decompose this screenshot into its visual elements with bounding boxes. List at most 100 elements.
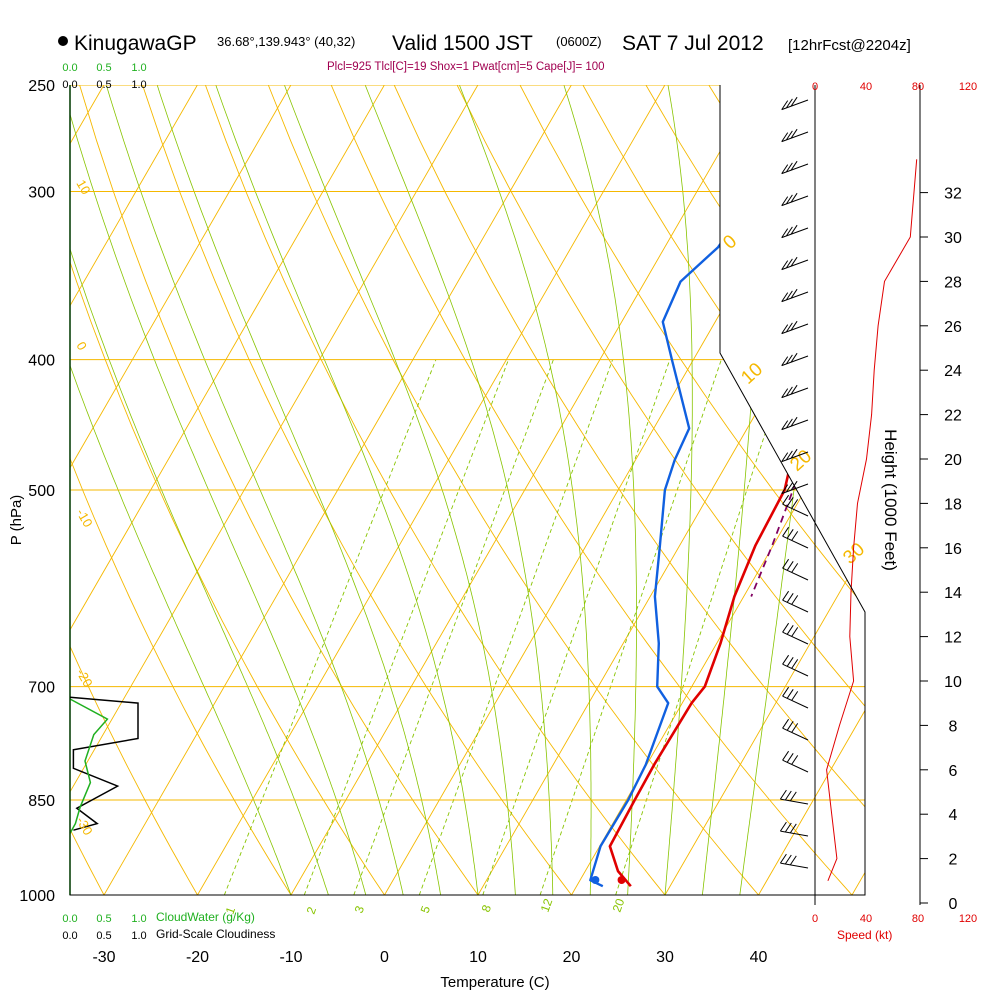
wind-barb-flag <box>784 854 792 865</box>
wind-barb-flag <box>790 320 798 331</box>
temperature-tick-label: -10 <box>279 949 302 966</box>
wind-barb-flag <box>791 499 799 509</box>
height-tick-label: 16 <box>944 541 962 558</box>
moist-adiabat-line <box>459 85 592 895</box>
wind-barb-flag <box>781 292 789 302</box>
wind-barb-flag <box>782 558 790 569</box>
forecast-info: [12hrFcst@2204z] <box>788 37 911 54</box>
station-name: KinugawaGP <box>74 32 197 55</box>
isotherm-line <box>70 85 198 895</box>
height-tick-label: 0 <box>949 896 958 913</box>
cloudiness-tick-bottom: 0.5 <box>96 930 111 942</box>
wind-barb-flag <box>786 625 794 635</box>
temperature-tick-label: 20 <box>563 949 581 966</box>
mixing-ratio-line <box>482 359 671 895</box>
wind-barb-icon <box>782 759 809 773</box>
wind-barb-flag <box>790 224 798 235</box>
mixing-ratio-label: 12 <box>538 896 556 914</box>
wind-barb-flag <box>785 322 793 333</box>
wind-barb-flag <box>789 855 797 866</box>
mixing-ratio-label: 20 <box>610 896 628 914</box>
wind-barb-flag <box>785 194 793 205</box>
plot-frame <box>69 85 866 896</box>
wind-speed-label: Speed (kt) <box>837 928 892 942</box>
cloud-water-curve <box>69 698 109 834</box>
temperature-tick-label: 0 <box>380 949 389 966</box>
mixing-ratio-label: 2 <box>304 905 320 916</box>
wind-barb-flag <box>782 526 790 537</box>
cloudiness-tick-bottom: 0.0 <box>62 930 77 942</box>
height-tick-label: 22 <box>944 408 962 425</box>
wind-barb-flag <box>791 595 799 605</box>
wind-barb-icon <box>782 503 809 517</box>
wind-barb-flag <box>790 416 798 427</box>
wind-barb-flag <box>781 420 789 430</box>
cloud-water-tick-bottom: 0.0 <box>62 913 77 925</box>
wind-barbs <box>779 96 809 869</box>
temperature-tick-label: 10 <box>469 949 487 966</box>
wind-speed-tick-bottom: 80 <box>912 913 924 925</box>
wind-barb-flag <box>790 192 798 203</box>
wind-barb-icon <box>782 535 809 549</box>
mixing-ratio-label: 8 <box>479 903 495 914</box>
cloudiness-curve <box>69 696 139 831</box>
valid-date: SAT 7 Jul 2012 <box>622 32 764 55</box>
mixing-ratio-label: 5 <box>418 904 434 915</box>
wind-barb-flag <box>781 324 789 334</box>
wind-barb-flag <box>786 593 794 603</box>
wind-barb-flag <box>790 352 798 363</box>
pressure-tick-label: 500 <box>28 483 55 500</box>
height-tick-label: 24 <box>944 363 962 380</box>
parcel-curve <box>750 264 865 597</box>
mixing-ratio-label: 1 <box>223 905 239 916</box>
cloudiness-tick-bottom: 1.0 <box>131 930 146 942</box>
wind-barb-icon <box>781 355 809 367</box>
isotherm-line <box>758 85 865 895</box>
cloud-water-tick-top: 0.5 <box>96 62 111 74</box>
mixing-ratio-label: 3 <box>352 904 368 915</box>
wind-barb-flag <box>782 494 790 505</box>
wind-barb-icon <box>782 631 809 645</box>
wind-barb-flag <box>786 721 794 731</box>
mixing-ratio-line <box>353 359 554 895</box>
valid-time: Valid 1500 JST <box>392 32 533 55</box>
wind-speed-tick-top: 80 <box>912 81 924 93</box>
wind-speed-tick-bottom: 120 <box>959 913 977 925</box>
chart-overlays: 0.00.00.00.00.50.50.50.51.01.01.01.02503… <box>19 62 977 966</box>
dry-adiabat-line <box>70 85 198 895</box>
wind-barb-flag <box>790 128 798 139</box>
temperature-tick-label: -20 <box>186 949 209 966</box>
wind-barb-flag <box>789 791 797 802</box>
wind-barb-flag <box>781 196 789 206</box>
wind-barb-icon <box>782 567 809 581</box>
wind-barb-flag <box>785 386 793 397</box>
cloud-water-tick-top: 1.0 <box>131 62 146 74</box>
surface-dewpoint-point <box>591 876 600 884</box>
wind-barb-icon <box>780 798 809 805</box>
wind-barb-flag <box>782 718 790 729</box>
mixing-ratio-line <box>223 359 437 895</box>
wind-barb-flag <box>791 627 799 637</box>
wind-barb-flag <box>785 418 793 429</box>
wind-barb-flag <box>779 789 787 800</box>
moist-adiabat-line <box>70 85 367 895</box>
height-tick-label: 20 <box>944 452 962 469</box>
wind-barb-flag <box>786 561 794 571</box>
dry-adiabat-line <box>142 85 572 895</box>
wind-barb-icon <box>781 419 809 431</box>
wind-barb-flag <box>791 659 799 669</box>
dry-adiabat-line <box>79 85 479 895</box>
height-tick-label: 28 <box>944 274 962 291</box>
height-tick-label: 12 <box>944 630 962 647</box>
wind-barb-flag <box>791 531 799 541</box>
wind-barb-icon <box>781 259 809 271</box>
dry-adiabat-line <box>70 85 385 895</box>
pressure-tick-label: 250 <box>28 78 55 95</box>
pressure-tick-label: 700 <box>28 680 55 697</box>
isotherm-label: 10 <box>73 177 93 197</box>
wind-barb-icon <box>781 131 809 143</box>
x-axis-title: Temperature (C) <box>440 974 549 991</box>
wind-barb-flag <box>784 822 792 833</box>
wind-barb-flag <box>786 497 794 507</box>
